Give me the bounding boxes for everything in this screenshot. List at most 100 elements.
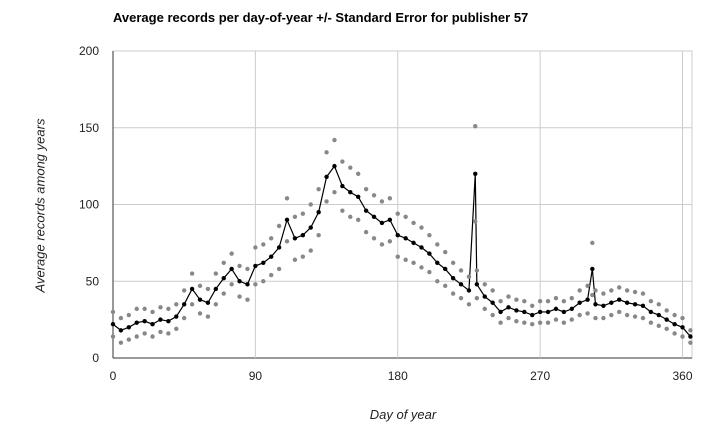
mean-data-point	[632, 302, 638, 307]
mean-data-point	[150, 322, 155, 327]
mean-data-point	[276, 245, 282, 250]
mean-data-point	[522, 309, 527, 315]
x-tick-label: 360	[672, 369, 692, 383]
lower-error-point	[427, 269, 432, 275]
upper-error-point	[680, 315, 685, 321]
mean-data-point	[292, 236, 298, 241]
mean-data-point	[403, 236, 408, 241]
lower-error-point	[284, 239, 290, 244]
mean-data-point	[348, 190, 353, 195]
lower-error-point	[609, 312, 614, 318]
chart-title: Average records per day-of-year +/- Stan…	[113, 10, 529, 25]
mean-data-point	[450, 275, 456, 281]
upper-error-point	[569, 295, 574, 301]
upper-error-point	[213, 271, 219, 276]
lower-error-point	[482, 306, 487, 312]
lower-error-point	[648, 320, 654, 325]
lower-error-point	[221, 291, 226, 296]
mean-data-point	[680, 325, 685, 330]
upper-error-point	[134, 306, 139, 312]
lower-error-point	[348, 214, 353, 219]
upper-error-point	[181, 288, 187, 293]
upper-error-point	[435, 242, 440, 247]
x-tick-label: 270	[530, 369, 550, 383]
mean-data-point	[363, 208, 369, 213]
lower-error-point	[332, 190, 337, 195]
upper-error-point	[419, 225, 424, 230]
lower-error-point	[585, 311, 590, 316]
mean-data-point	[356, 194, 361, 200]
lower-error-point	[590, 292, 595, 298]
mean-data-point	[110, 322, 116, 327]
lower-error-point	[150, 334, 155, 339]
mean-data-point	[268, 254, 274, 259]
mean-data-point	[590, 266, 595, 272]
lower-error-point	[308, 248, 313, 253]
mean-data-point	[300, 233, 306, 238]
lower-error-point	[292, 257, 298, 262]
mean-data-point	[561, 309, 567, 315]
mean-data-point	[166, 318, 171, 324]
lower-error-point	[379, 242, 385, 247]
upper-error-point	[427, 233, 432, 238]
upper-error-point	[632, 289, 638, 295]
upper-error-point	[371, 193, 377, 198]
mean-data-point	[158, 317, 163, 322]
lower-error-point	[443, 283, 448, 289]
upper-error-point	[166, 306, 171, 312]
upper-error-point	[292, 214, 298, 219]
lower-error-point	[237, 294, 242, 299]
upper-error-point	[498, 299, 503, 304]
mean-data-point	[601, 303, 606, 309]
mean-data-point	[435, 260, 440, 266]
lower-error-point	[617, 309, 622, 315]
lower-error-point	[181, 315, 187, 321]
upper-error-point	[356, 171, 361, 176]
upper-error-point	[450, 260, 456, 266]
mean-data-point	[245, 282, 250, 287]
mean-data-point	[126, 325, 132, 330]
mean-data-point	[664, 317, 669, 322]
lower-error-point	[363, 229, 369, 235]
lower-error-point	[411, 260, 416, 266]
mean-data-point	[181, 302, 187, 307]
upper-error-point	[514, 297, 519, 302]
upper-error-point	[553, 295, 559, 301]
lower-error-point	[245, 297, 250, 302]
lower-error-point	[569, 317, 574, 322]
lower-error-point	[624, 312, 630, 318]
lower-error-point	[276, 266, 282, 272]
upper-error-point	[473, 124, 478, 129]
mean-data-point	[253, 263, 258, 269]
upper-error-point	[126, 312, 132, 318]
lower-error-point	[356, 217, 361, 223]
mean-data-point	[656, 312, 661, 318]
lower-error-point	[126, 337, 132, 342]
y-tick-label: 150	[79, 121, 99, 135]
upper-error-point	[617, 285, 622, 290]
upper-error-point	[506, 294, 511, 299]
upper-error-point	[624, 288, 630, 293]
mean-data-point	[427, 251, 432, 256]
mean-data-point	[648, 309, 654, 315]
lower-error-point	[110, 334, 116, 339]
upper-error-point	[530, 303, 535, 309]
upper-error-point	[458, 268, 464, 273]
lower-error-point	[458, 295, 464, 301]
upper-error-point	[348, 165, 353, 170]
mean-data-point	[482, 294, 487, 299]
upper-error-point	[237, 263, 242, 269]
upper-error-point	[577, 288, 582, 293]
upper-error-point	[308, 202, 313, 207]
lower-error-point	[371, 236, 377, 241]
mean-data-point	[640, 303, 646, 309]
lower-error-point	[530, 322, 535, 327]
lower-error-point	[680, 334, 685, 339]
upper-error-point	[229, 251, 234, 256]
mean-data-point	[624, 300, 630, 305]
upper-error-point	[379, 199, 385, 204]
lower-error-point	[498, 320, 503, 325]
lower-error-point	[656, 323, 661, 328]
mean-data-point	[617, 297, 622, 302]
upper-error-point	[609, 288, 614, 293]
